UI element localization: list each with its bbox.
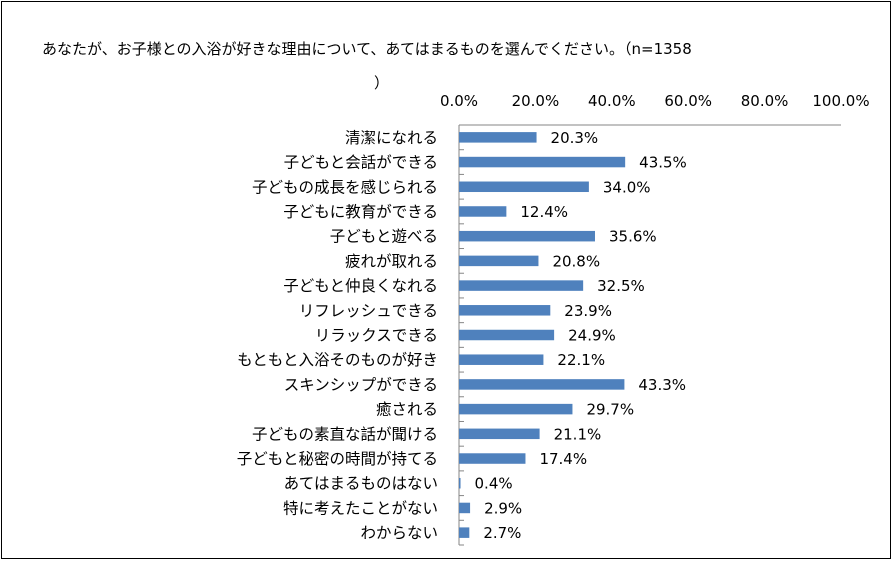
data-label: 23.9% xyxy=(564,302,612,320)
bar xyxy=(459,255,539,267)
x-tick-label: 100.0% xyxy=(812,92,869,110)
chart-title: あなたが、お子様との入浴が好きな理由について、あてはまるものを選んでください。（… xyxy=(42,32,802,100)
category-label: 子どもに教育ができる xyxy=(283,203,438,221)
category-label: 子どもと秘密の時間が持てる xyxy=(237,450,438,468)
bar xyxy=(459,181,589,193)
category-label: リラックスできる xyxy=(315,327,438,345)
category-label: スキンシップができる xyxy=(284,376,438,394)
x-tick-label: 80.0% xyxy=(741,92,789,110)
bar xyxy=(459,329,555,341)
data-label: 12.4% xyxy=(520,203,568,221)
category-label: 子どもの成長を感じられる xyxy=(252,178,438,196)
bar xyxy=(459,428,540,440)
category-label: 疲れが取れる xyxy=(345,252,438,270)
data-label: 43.5% xyxy=(639,154,687,172)
data-label: 43.3% xyxy=(638,376,686,394)
category-label: リフレッシュできる xyxy=(299,302,438,320)
x-tick-label: 60.0% xyxy=(664,92,712,110)
data-label: 17.4% xyxy=(539,450,587,468)
data-label: 29.7% xyxy=(586,401,634,419)
category-label: あてはまるものはない xyxy=(284,475,438,493)
bar xyxy=(459,354,544,365)
bar xyxy=(459,477,461,489)
x-tick-label: 20.0% xyxy=(512,92,560,110)
bar xyxy=(459,527,470,538)
data-label: 32.5% xyxy=(597,277,645,295)
data-label: 24.9% xyxy=(568,327,616,345)
bar xyxy=(459,403,573,415)
x-tick-label: 40.0% xyxy=(588,92,636,110)
category-label: もともと入浴そのものが好き xyxy=(237,351,438,369)
data-label: 20.3% xyxy=(551,129,599,147)
bar xyxy=(459,280,584,291)
data-label: 2.9% xyxy=(484,499,522,517)
data-label: 34.0% xyxy=(603,178,651,196)
chart-title-line1: あなたが、お子様との入浴が好きな理由について、あてはまるものを選んでください。（… xyxy=(42,40,692,58)
data-label: 2.7% xyxy=(483,524,521,542)
x-tick-label: 0.0% xyxy=(440,92,478,110)
category-label: 子どもと仲良くなれる xyxy=(283,277,438,295)
category-label: 子どもの素直な話が聞ける xyxy=(252,425,438,443)
category-label: 清潔になれる xyxy=(345,129,438,147)
category-label: 子どもと会話ができる xyxy=(284,154,438,172)
data-label: 21.1% xyxy=(554,425,602,443)
bar xyxy=(459,156,626,168)
data-label: 20.8% xyxy=(552,252,600,270)
data-label: 35.6% xyxy=(609,228,657,246)
category-label: 癒される xyxy=(376,401,438,419)
bar xyxy=(459,206,507,217)
data-label: 22.1% xyxy=(557,351,605,369)
chart-title-line2: ） xyxy=(374,74,390,92)
bar xyxy=(459,453,526,464)
bar xyxy=(459,132,537,143)
category-label: 子どもと遊べる xyxy=(330,228,438,246)
category-label: 特に考えたことがない xyxy=(283,499,438,517)
bar xyxy=(459,379,625,390)
category-label: わからない xyxy=(360,524,438,542)
bar xyxy=(459,502,471,514)
data-label: 0.4% xyxy=(475,475,513,493)
bar xyxy=(459,305,551,316)
bar xyxy=(459,230,595,242)
